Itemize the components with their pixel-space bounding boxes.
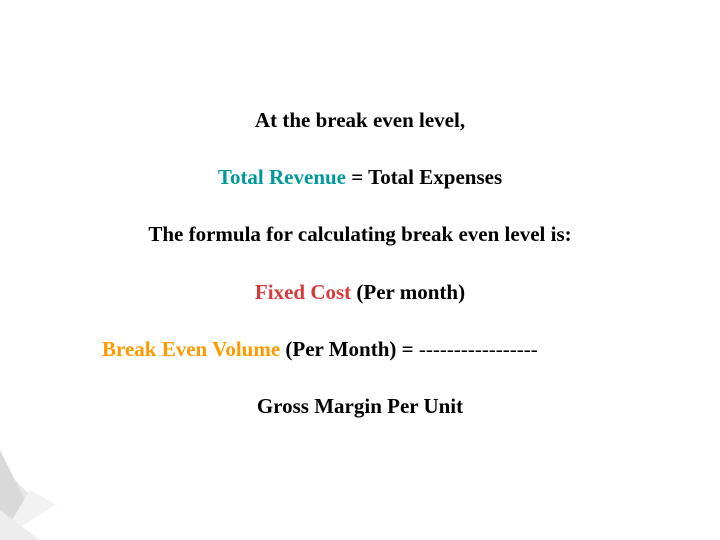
fixed-cost-per-month: (Per month) (351, 280, 465, 304)
intro-line: At the break even level, (0, 108, 720, 133)
formula-intro-text: The formula for calculating break even l… (148, 222, 571, 246)
equation-line: Total Revenue = Total Expenses (0, 165, 720, 190)
formula-intro-line: The formula for calculating break even l… (0, 222, 720, 247)
slide: At the break even level, Total Revenue =… (0, 0, 720, 540)
equals-sign: = (346, 165, 368, 189)
fixed-cost-label: Fixed Cost (255, 280, 351, 304)
gross-margin-line: Gross Margin Per Unit (0, 394, 720, 419)
total-expenses-label: Total Expenses (368, 165, 502, 189)
bev-per-month: (Per Month) = (280, 337, 419, 361)
total-revenue-label: Total Revenue (218, 165, 346, 189)
break-even-volume-line: Break Even Volume (Per Month) = --------… (0, 337, 720, 362)
formula-dashes: ----------------- (419, 337, 538, 361)
gross-margin-text: Gross Margin Per Unit (257, 394, 463, 418)
break-even-volume-label: Break Even Volume (102, 337, 280, 361)
fixed-cost-line: Fixed Cost (Per month) (0, 280, 720, 305)
intro-text: At the break even level, (255, 108, 465, 132)
corner-decoration-icon (0, 450, 160, 540)
